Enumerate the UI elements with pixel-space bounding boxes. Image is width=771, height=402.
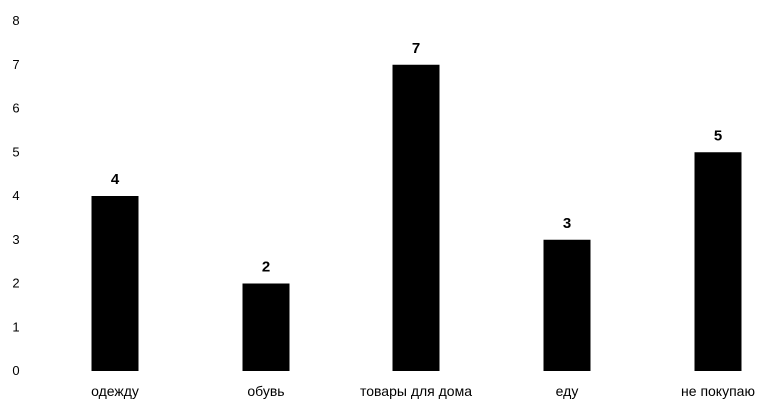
category-label: товары для дома bbox=[360, 383, 472, 399]
bar bbox=[543, 239, 591, 371]
bars bbox=[91, 64, 742, 371]
x-axis: одежду обувь товары для дома еду не покупаю bbox=[91, 383, 755, 399]
y-tick-label: 8 bbox=[12, 13, 19, 28]
data-label: 7 bbox=[412, 40, 420, 57]
bar bbox=[91, 196, 139, 371]
y-tick-label: 5 bbox=[12, 144, 19, 159]
y-tick-label: 3 bbox=[12, 232, 19, 247]
bar bbox=[694, 152, 742, 371]
bar bbox=[242, 283, 290, 371]
bar bbox=[392, 64, 440, 371]
y-axis: 0 1 2 3 4 5 6 7 8 bbox=[12, 13, 19, 378]
data-label: 5 bbox=[714, 127, 722, 144]
y-tick-label: 7 bbox=[12, 57, 19, 72]
category-label: одежду bbox=[91, 383, 139, 399]
y-tick-label: 6 bbox=[12, 101, 19, 116]
category-label: обувь bbox=[247, 383, 284, 399]
y-tick-label: 2 bbox=[12, 276, 19, 291]
data-label: 2 bbox=[262, 259, 270, 276]
y-tick-label: 4 bbox=[12, 188, 19, 203]
y-tick-label: 0 bbox=[12, 363, 19, 378]
category-label: не покупаю bbox=[681, 383, 755, 399]
category-label: еду bbox=[556, 383, 579, 399]
data-label: 3 bbox=[563, 215, 571, 232]
data-labels: 4 2 7 3 5 bbox=[111, 40, 722, 276]
y-tick-label: 1 bbox=[12, 319, 19, 334]
data-label: 4 bbox=[111, 171, 120, 188]
